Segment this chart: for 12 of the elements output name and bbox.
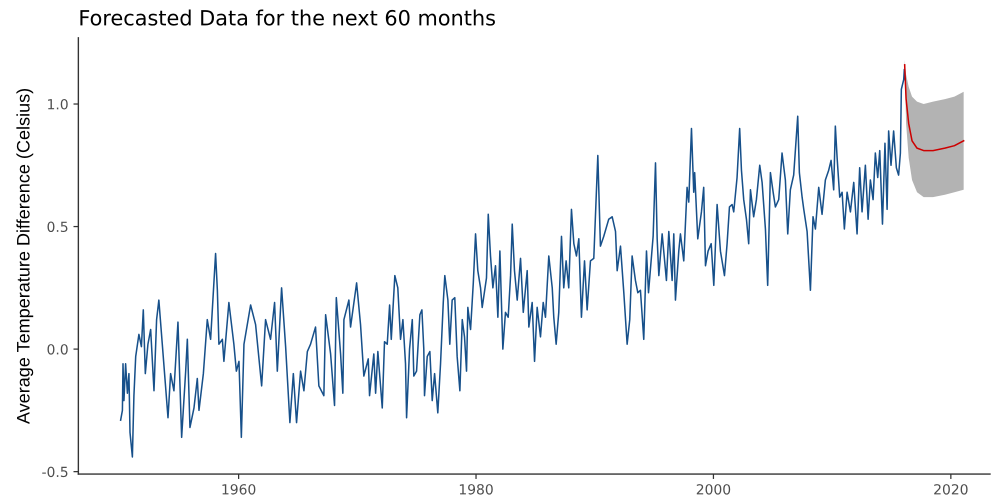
x-tick-label: 2020	[934, 484, 968, 495]
line-series	[904, 64, 964, 152]
x-tick-label: 1960	[222, 484, 256, 495]
y-tick-label: 0.0	[47, 344, 68, 355]
chart-title: Forecasted Data for the next 60 months	[80, 10, 495, 26]
y-tick-label: 0.5	[47, 222, 68, 232]
x-tick-label: 2000	[696, 484, 730, 495]
x-tick-label: 1980	[460, 484, 493, 495]
line-series	[120, 68, 906, 458]
y-axis-title: Average Temperature Difference (Celsius)	[16, 88, 34, 424]
y-tick-label: -0.5	[42, 466, 68, 478]
y-tick-label: 1.0	[48, 98, 68, 110]
